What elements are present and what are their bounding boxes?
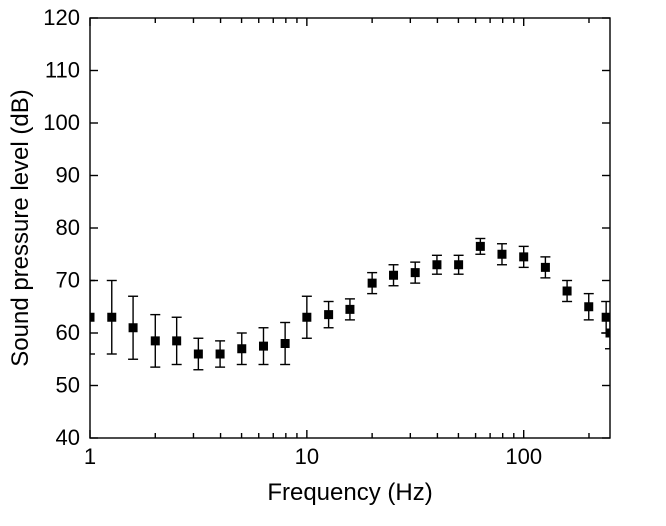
data-point (281, 339, 290, 348)
data-point (259, 342, 268, 351)
data-point (497, 250, 506, 259)
data-point (172, 336, 181, 345)
x-tick-label: 100 (505, 444, 542, 469)
data-point (129, 323, 138, 332)
x-tick-label: 10 (295, 444, 319, 469)
data-point (411, 268, 420, 277)
data-point (151, 336, 160, 345)
y-tick-label: 80 (56, 215, 80, 240)
y-tick-label: 70 (56, 268, 80, 293)
y-tick-label: 40 (56, 425, 80, 450)
y-ticks: 40 50 60 70 80 90 100 110 120 (43, 5, 610, 450)
data-point (541, 263, 550, 272)
y-tick-label: 110 (45, 58, 80, 83)
data-point (302, 313, 311, 322)
data-point (454, 260, 463, 269)
data-point (107, 313, 116, 322)
data-point (216, 350, 225, 359)
data-series (85, 239, 615, 370)
data-point (432, 260, 441, 269)
data-point (368, 279, 377, 288)
spl-chart: 110100405060708090100110120Frequency (Hz… (0, 0, 666, 526)
data-point (519, 252, 528, 261)
y-tick-label: 60 (56, 320, 80, 345)
data-point (389, 271, 398, 280)
data-point (584, 302, 593, 311)
data-point (606, 329, 615, 338)
y-tick-label: 120 (43, 5, 80, 30)
data-point (563, 287, 572, 296)
data-point (237, 344, 246, 353)
plot-frame (90, 18, 610, 438)
chart-container: 110100405060708090100110120Frequency (Hz… (0, 0, 666, 526)
data-point (476, 242, 485, 251)
y-tick-label: 50 (56, 373, 80, 398)
data-point (345, 305, 354, 314)
x-axis-label: Frequency (Hz) (267, 479, 432, 506)
y-axis-label: Sound pressure level (dB) (7, 89, 34, 366)
data-point (86, 313, 95, 322)
data-point (194, 350, 203, 359)
data-point (324, 310, 333, 319)
y-tick-label: 90 (56, 163, 80, 188)
y-tick-label: 100 (43, 110, 80, 135)
x-tick-label: 1 (84, 444, 96, 469)
x-ticks: 1 10 100 (84, 18, 589, 469)
